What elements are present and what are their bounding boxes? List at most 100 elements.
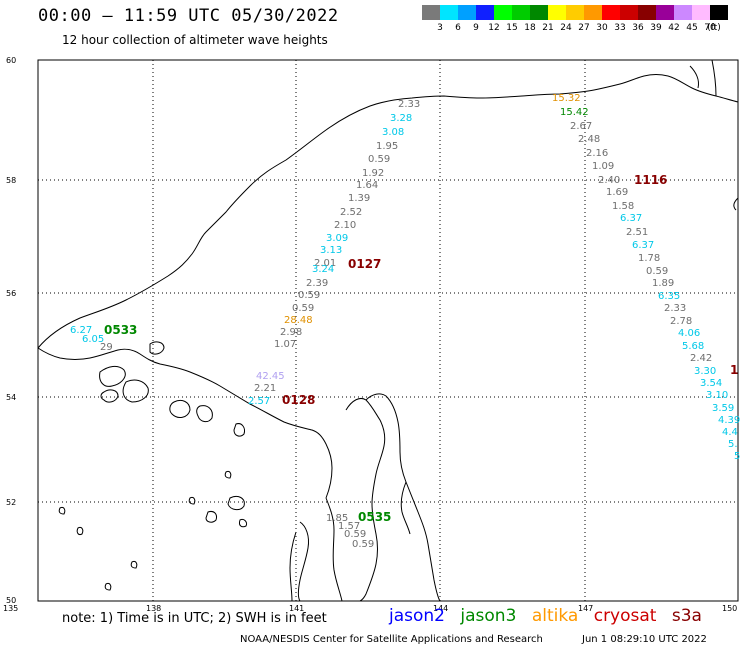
- wave-height-value: 1.92: [362, 168, 384, 179]
- wave-height-value: 2.33: [664, 303, 686, 314]
- credit-line: NOAA/NESDIS Center for Satellite Applica…: [240, 634, 543, 645]
- wave-height-value: 6.37: [632, 240, 654, 251]
- color-swatch: [566, 5, 584, 20]
- wave-height-value: 3.24: [312, 264, 334, 275]
- color-scale-label: 24: [560, 23, 572, 33]
- wave-height-value: 2.21: [254, 383, 276, 394]
- satellite-legend: jason2 jason3 altika cryosat s3a: [389, 606, 712, 626]
- wave-height-value: 1.57: [338, 521, 360, 532]
- color-scale-label: 3: [437, 23, 443, 33]
- wave-height-value: 0.59: [344, 529, 366, 540]
- svg-text:58: 58: [6, 176, 16, 185]
- color-swatch: [584, 5, 602, 20]
- svg-text:150: 150: [722, 604, 737, 613]
- color-swatch: [458, 5, 476, 20]
- legend-s3a: s3a: [671, 606, 702, 626]
- color-swatch: [674, 5, 692, 20]
- legend-altika: altika: [531, 606, 579, 626]
- wave-height-value: 1.78: [638, 253, 660, 264]
- wave-height-labels: 2.33 3.28 3.08 1.95 0.59 1.921.64 1.39 2.52 2.10…: [70, 93, 740, 550]
- color-swatch: [602, 5, 620, 20]
- color-swatch: [422, 5, 440, 20]
- wave-height-value: 6.35: [658, 291, 680, 302]
- pass-label-0533: 0533: [104, 323, 137, 337]
- wave-height-value: 3.59: [712, 403, 734, 414]
- color-swatch: [476, 5, 494, 20]
- longitude-labels: 135 138 141 144 147 150: [3, 604, 737, 613]
- legend-jason3: jason3: [460, 606, 517, 626]
- wave-height-value: 6.27: [70, 325, 92, 336]
- wave-height-value: 5.68: [682, 341, 704, 352]
- color-swatch: [710, 5, 728, 20]
- wave-height-value: 1.85: [326, 513, 348, 524]
- wave-height-value: 0.59: [368, 154, 390, 165]
- map-grid: [38, 60, 738, 601]
- wave-height-value: 29: [100, 342, 113, 353]
- wave-height-value: 3.08: [382, 127, 404, 138]
- color-scale-label: 21: [542, 23, 554, 33]
- svg-text:54: 54: [6, 393, 16, 402]
- color-scale-legend: 3 6 9 12 15 18 21 24 27 30 33 36 39 42 45 70 (ft): [422, 5, 732, 35]
- color-scale-label: 70: [704, 23, 716, 33]
- wave-height-value: 6.37: [620, 213, 642, 224]
- wave-height-value: 6.05: [82, 334, 104, 345]
- color-scale-label: 6: [455, 23, 461, 33]
- svg-text:50: 50: [6, 596, 16, 605]
- pass-label-0535: 0535: [358, 510, 391, 524]
- wave-height-value: 4.4: [722, 427, 738, 438]
- pass-labels: 0533 0127 0128 0535 1116 1: [104, 173, 738, 524]
- generated-timestamp: Jun 1 08:29:10 UTC 2022: [582, 634, 707, 645]
- wave-height-value: 1.89: [652, 278, 674, 289]
- color-swatch: [692, 5, 710, 20]
- pass-label-1116: 1116: [634, 173, 667, 187]
- wave-height-value: 3.13: [320, 245, 342, 256]
- wave-height-value: 2.16: [586, 148, 608, 159]
- svg-text:52: 52: [6, 498, 16, 507]
- wave-height-value: 1.64: [356, 180, 378, 191]
- color-scale-swatches: [422, 5, 728, 20]
- legend-cryosat: cryosat: [593, 606, 657, 626]
- svg-text:144: 144: [433, 604, 448, 613]
- latitude-labels: 60 58 56 54 52 50: [6, 56, 16, 605]
- color-scale-label: 9: [473, 23, 479, 33]
- wave-height-value: 3.28: [390, 113, 412, 124]
- wave-height-value: 4.39: [718, 415, 740, 426]
- coastline: [37, 59, 739, 602]
- wave-height-value: 2.42: [690, 353, 712, 364]
- svg-text:141: 141: [289, 604, 304, 613]
- wave-height-value: 5: [734, 451, 740, 462]
- wave-height-value: 2.40: [598, 175, 620, 186]
- wave-height-value: 28.48: [284, 315, 313, 326]
- color-swatch: [548, 5, 566, 20]
- wave-height-value: 3.54: [700, 378, 722, 389]
- svg-text:135: 135: [3, 604, 18, 613]
- color-scale-label: 45: [686, 23, 698, 33]
- wave-height-value: 2.10: [334, 220, 356, 231]
- wave-height-value: 0.59: [292, 303, 314, 314]
- color-scale-label: (ft): [707, 23, 721, 33]
- color-scale-label: 30: [596, 23, 608, 33]
- wave-height-value: 4.06: [678, 328, 700, 339]
- svg-text:56: 56: [6, 289, 16, 298]
- color-swatch: [620, 5, 638, 20]
- color-swatch: [512, 5, 530, 20]
- wave-height-value: 2.52: [340, 207, 362, 218]
- color-scale-label: 36: [632, 23, 644, 33]
- wave-height-value: 2.51: [626, 227, 648, 238]
- svg-text:60: 60: [6, 56, 16, 65]
- wave-height-value: 2.78: [670, 316, 692, 327]
- map-title: 00:00 – 11:59 UTC 05/30/2022: [38, 6, 339, 26]
- color-swatch: [440, 5, 458, 20]
- wave-height-value: 3.30: [694, 366, 716, 377]
- color-swatch: [638, 5, 656, 20]
- wave-height-value: 2.57: [248, 396, 270, 407]
- wave-height-value: 2.67: [570, 121, 592, 132]
- wave-height-value: 3.09: [326, 233, 348, 244]
- color-scale-label: 27: [578, 23, 590, 33]
- wave-height-value: 1.07: [274, 339, 296, 350]
- wave-height-value: 15.32: [552, 93, 581, 104]
- wave-height-value: 2.01: [314, 258, 336, 269]
- map-frame: [37, 59, 739, 602]
- wave-height-value: 2.33: [398, 99, 420, 110]
